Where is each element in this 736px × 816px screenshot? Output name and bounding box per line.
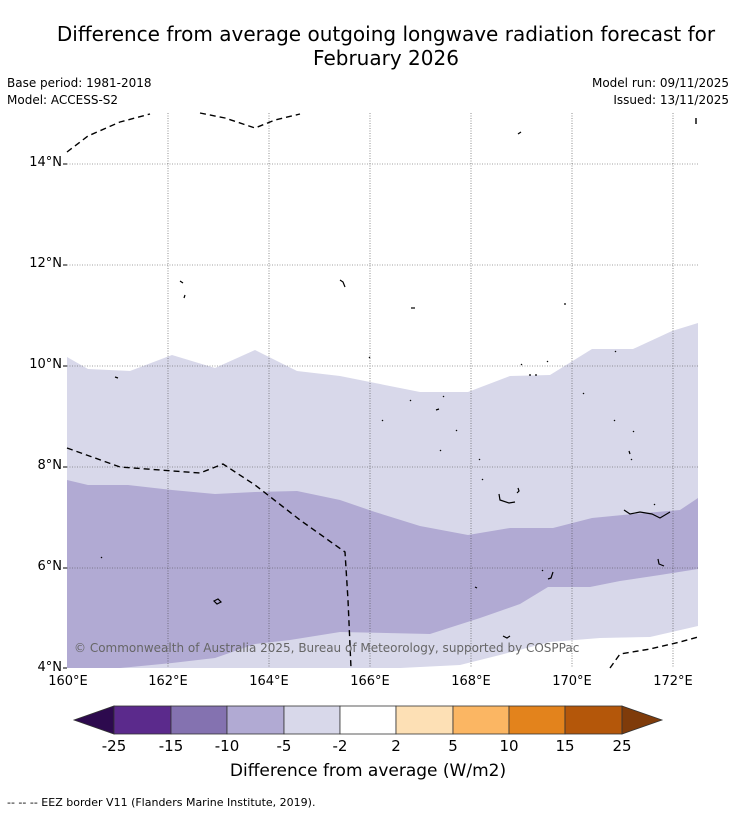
model-run: Model run: 09/11/2025 xyxy=(591,76,729,90)
x-tick-label: 168°E xyxy=(451,674,491,689)
colorbar-title: Difference from average (W/m2) xyxy=(229,761,507,781)
x-tick-label: 160°E xyxy=(48,674,88,689)
x-tick-label: 164°E xyxy=(249,674,289,689)
colorbar-label: 10 xyxy=(499,737,519,755)
chart-title: Difference from average outgoing longwav… xyxy=(20,22,736,70)
colorbar-bin-2 xyxy=(170,705,228,735)
x-tick-label: 166°E xyxy=(350,674,390,689)
colorbar-min-extension xyxy=(72,705,115,735)
base-period: Base period: 1981-2018 xyxy=(7,76,152,90)
colorbar-max-extension xyxy=(621,705,664,735)
colorbar-label: -10 xyxy=(214,737,240,755)
colorbar xyxy=(72,705,664,735)
title-line-1: Difference from average outgoing longwav… xyxy=(56,22,716,46)
y-tick-label: 4°N xyxy=(37,660,63,675)
y-tick-label: 12°N xyxy=(29,256,62,271)
issued-date: Issued: 13/11/2025 xyxy=(613,93,729,107)
title-line-2: February 2026 xyxy=(313,46,459,70)
y-tick-label: 6°N xyxy=(37,559,63,574)
x-tick-label: 172°E xyxy=(653,674,693,689)
colorbar-bin-3 xyxy=(226,705,285,735)
x-tick-label: 162°E xyxy=(148,674,188,689)
y-tick-label: 14°N xyxy=(29,155,62,170)
colorbar-label: -25 xyxy=(101,737,127,755)
colorbar-label: -15 xyxy=(158,737,184,755)
colorbar-label: 5 xyxy=(448,737,458,755)
colorbar-label: 15 xyxy=(555,737,575,755)
colorbar-label: 25 xyxy=(612,737,632,755)
colorbar-bin-6 xyxy=(395,705,454,735)
x-tick-label: 170°E xyxy=(552,674,592,689)
axis-ticks xyxy=(63,163,67,669)
islands xyxy=(100,131,671,639)
colorbar-bin-9 xyxy=(564,705,623,735)
eez-borders xyxy=(66,112,699,669)
meta-right: Model run: 09/11/2025 Issued: 13/11/2025 xyxy=(592,75,729,109)
copyright-notice: © Commonwealth of Australia 2025, Bureau… xyxy=(74,641,580,655)
anomaly-region-medium xyxy=(67,480,698,668)
y-tick-label: 10°N xyxy=(29,357,62,372)
y-tick-label: 8°N xyxy=(37,458,63,473)
colorbar-bin-7 xyxy=(452,705,510,735)
colorbar-label: 2 xyxy=(391,737,401,755)
colorbar-bin-4 xyxy=(283,705,341,735)
meta-left: Base period: 1981-2018 Model: ACCESS-S2 xyxy=(7,75,152,109)
colorbar-bin-8 xyxy=(508,705,566,735)
graticule xyxy=(67,113,698,668)
colorbar-bin-5 xyxy=(339,705,397,735)
eez-footnote: -- -- -- EEZ border V11 (Flanders Marine… xyxy=(7,796,316,809)
colorbar-bin-1 xyxy=(113,705,172,735)
colorbar-label: -5 xyxy=(276,737,292,755)
model-name: Model: ACCESS-S2 xyxy=(7,93,119,107)
colorbar-label: -2 xyxy=(332,737,348,755)
